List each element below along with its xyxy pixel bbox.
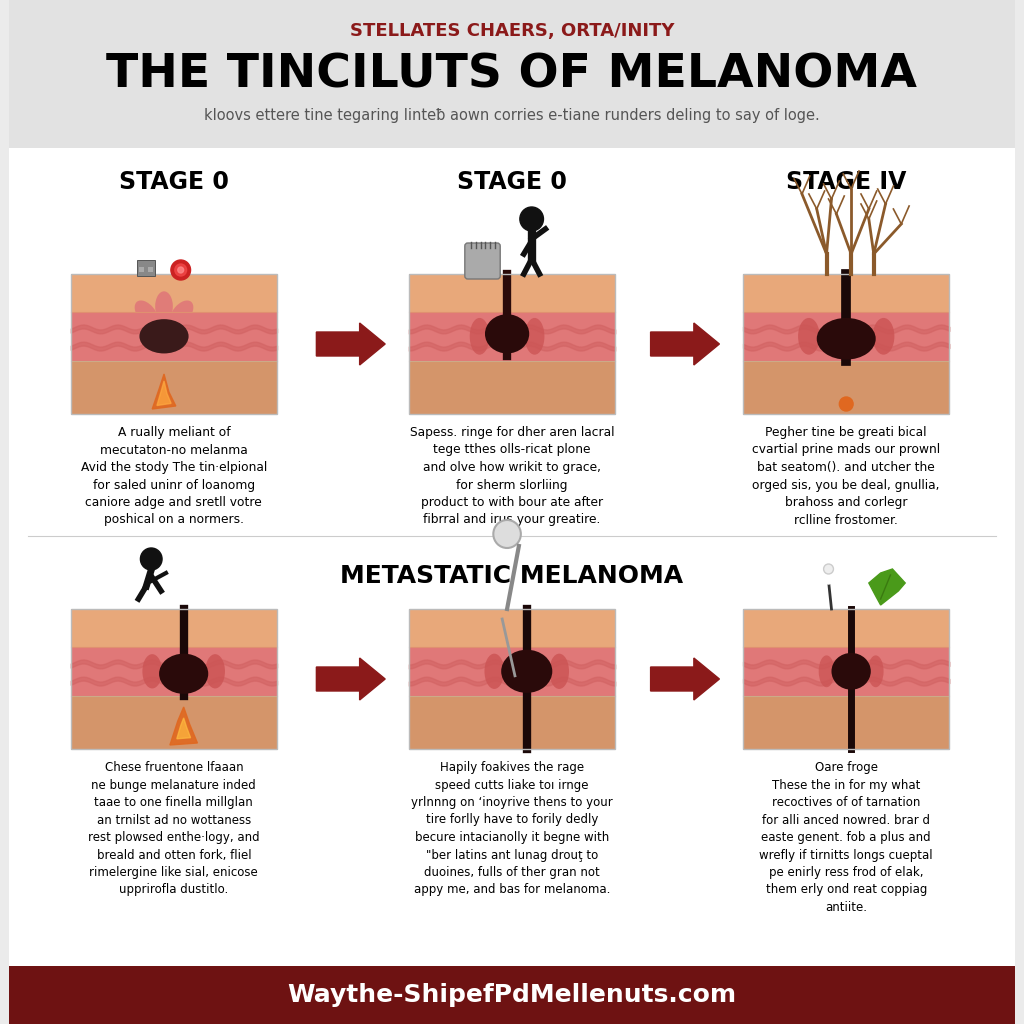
Bar <box>743 274 949 414</box>
Text: Pegher tine be greati bical
cvartial prine mads our prownl
bat seatom(). and utc: Pegher tine be greati bical cvartial pri… <box>753 426 940 526</box>
FancyArrow shape <box>316 658 385 700</box>
Ellipse shape <box>501 650 552 693</box>
Bar <box>137 260 156 276</box>
Polygon shape <box>157 381 171 406</box>
Circle shape <box>823 564 834 574</box>
Text: STAGE 0: STAGE 0 <box>457 170 567 194</box>
Text: Waythe-ShipefPdMellenuts.com: Waythe-ShipefPdMellenuts.com <box>288 983 736 1007</box>
Circle shape <box>178 267 183 273</box>
Bar <box>409 695 615 749</box>
FancyArrow shape <box>316 323 385 365</box>
Circle shape <box>825 554 831 560</box>
Bar <box>71 609 278 647</box>
Circle shape <box>520 207 544 231</box>
Text: STAGE IV: STAGE IV <box>786 170 906 194</box>
Polygon shape <box>153 374 176 409</box>
Bar <box>409 609 615 647</box>
Text: kloovs ettere tine tegaring linteƀ aown corries e‐tiane runders deling to say of: kloovs ettere tine tegaring linteƀ aown … <box>204 108 820 123</box>
Polygon shape <box>177 718 190 738</box>
Ellipse shape <box>205 654 225 688</box>
Ellipse shape <box>170 300 194 327</box>
Circle shape <box>140 548 162 570</box>
Ellipse shape <box>135 300 158 327</box>
Bar <box>71 609 278 749</box>
Text: STELLATES CHAERS, ORTA/INITY: STELLATES CHAERS, ORTA/INITY <box>350 22 674 40</box>
Bar <box>743 647 949 695</box>
Bar <box>8 966 1016 1024</box>
Ellipse shape <box>485 314 529 353</box>
Bar <box>409 311 615 360</box>
Ellipse shape <box>156 291 173 322</box>
Circle shape <box>814 566 819 572</box>
Bar <box>409 609 615 749</box>
Bar <box>71 274 278 414</box>
Text: Sapess. ringe for dher aren lacral
tege tthes olls-ricat plone
and olve how wrik: Sapess. ringe for dher aren lacral tege … <box>410 426 614 526</box>
Ellipse shape <box>819 655 835 687</box>
Circle shape <box>175 264 186 276</box>
Circle shape <box>838 566 844 572</box>
Circle shape <box>825 578 831 584</box>
Ellipse shape <box>798 317 819 354</box>
FancyArrow shape <box>650 323 720 365</box>
Circle shape <box>840 397 853 411</box>
Bar <box>743 609 949 647</box>
Ellipse shape <box>831 653 870 690</box>
Bar <box>409 360 615 414</box>
Polygon shape <box>170 707 198 745</box>
FancyArrow shape <box>650 658 720 700</box>
Bar <box>409 274 615 311</box>
Ellipse shape <box>524 317 545 354</box>
Circle shape <box>834 557 840 563</box>
Bar <box>71 647 278 695</box>
Bar <box>743 609 949 749</box>
Bar <box>71 695 278 749</box>
Bar <box>409 274 615 414</box>
Bar <box>148 267 154 272</box>
Bar <box>743 274 949 311</box>
Circle shape <box>817 574 823 581</box>
Ellipse shape <box>159 653 208 694</box>
Bar <box>743 311 949 360</box>
Bar <box>139 267 144 272</box>
Text: THE TINCILUTS OF MELANOMA: THE TINCILUTS OF MELANOMA <box>106 52 918 97</box>
Bar <box>8 148 1016 966</box>
Bar <box>8 0 1016 148</box>
Text: Oare froge
These the in for my what
recoctives of of tarnation
for alli anced no: Oare froge These the in for my what reco… <box>760 761 933 914</box>
Text: METASTATIC MELANOMA: METASTATIC MELANOMA <box>340 564 684 588</box>
Ellipse shape <box>817 317 876 359</box>
Text: A rually meliant of
mecutaton-no melanma
Avid the stody The tin·elpional
for sal: A rually meliant of mecutaton-no melanma… <box>81 426 267 526</box>
Ellipse shape <box>872 317 894 354</box>
Text: Chese fruentone lfaaan
ne bunge melanature inded
taae to one finella millglan
an: Chese fruentone lfaaan ne bunge melanatu… <box>88 761 260 896</box>
Bar <box>409 647 615 695</box>
Ellipse shape <box>470 317 489 354</box>
Circle shape <box>834 574 840 581</box>
Bar <box>71 274 278 311</box>
Text: STAGE 0: STAGE 0 <box>119 170 228 194</box>
Text: Hapily foakives the rage
speed cutts liake toı irnge
yrlnnng on ‘inoyrive thens : Hapily foakives the rage speed cutts lia… <box>411 761 613 896</box>
Ellipse shape <box>142 654 162 688</box>
Circle shape <box>817 557 823 563</box>
Ellipse shape <box>549 653 569 689</box>
Ellipse shape <box>484 653 504 689</box>
Polygon shape <box>868 569 905 605</box>
FancyBboxPatch shape <box>465 243 500 279</box>
Ellipse shape <box>868 655 884 687</box>
Bar <box>71 311 278 360</box>
Bar <box>71 360 278 414</box>
Bar <box>743 360 949 414</box>
Circle shape <box>494 520 521 548</box>
Circle shape <box>171 260 190 280</box>
Bar <box>743 695 949 749</box>
Ellipse shape <box>139 319 188 353</box>
